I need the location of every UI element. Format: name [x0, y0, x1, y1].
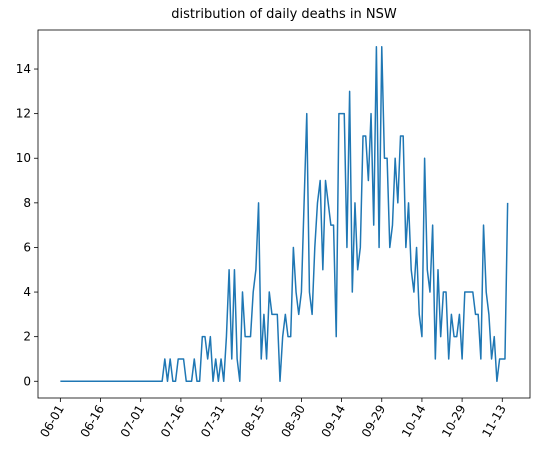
- chart-title: distribution of daily deaths in NSW: [171, 7, 397, 22]
- y-tick-label: 6: [23, 240, 31, 254]
- y-tick-label: 14: [16, 62, 31, 76]
- y-tick-label: 2: [23, 330, 31, 344]
- y-tick-label: 12: [16, 107, 31, 121]
- y-tick-label: 0: [23, 374, 31, 388]
- y-tick-label: 10: [16, 151, 31, 165]
- y-tick-label: 4: [23, 285, 31, 299]
- line: [60, 45, 509, 383]
- y-tick-label: 8: [23, 196, 31, 210]
- plot-frame: [37, 29, 531, 399]
